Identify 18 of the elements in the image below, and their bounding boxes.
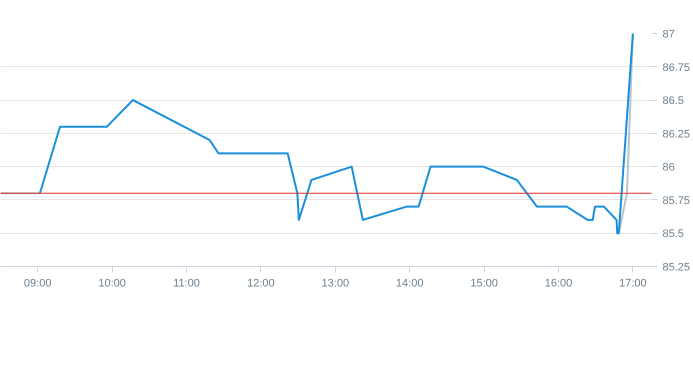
y-tick-label: 86.75	[662, 62, 690, 74]
y-tick-label: 86.25	[662, 128, 690, 140]
x-tick-label: 14:00	[396, 278, 424, 290]
x-tick-label: 11:00	[173, 278, 200, 290]
y-tick-label: 87	[662, 28, 675, 40]
x-tick-label: 10:00	[98, 278, 126, 290]
x-tick-label: 12:00	[247, 278, 275, 290]
y-tick-label: 85.75	[662, 194, 690, 207]
x-tick-label: 17:00	[619, 278, 647, 290]
x-tick-label: 16:00	[544, 278, 572, 290]
x-tick-label: 13:00	[322, 278, 350, 290]
y-tick-label: 85.5	[662, 228, 684, 240]
y-tick-label: 85.25	[662, 262, 690, 274]
y-tick-label: 86.5	[662, 95, 684, 108]
line-series	[38, 34, 634, 234]
x-tick-label: 15:00	[470, 278, 498, 290]
x-tick-label: 09:00	[24, 278, 52, 290]
y-tick-label: 86	[662, 162, 675, 174]
